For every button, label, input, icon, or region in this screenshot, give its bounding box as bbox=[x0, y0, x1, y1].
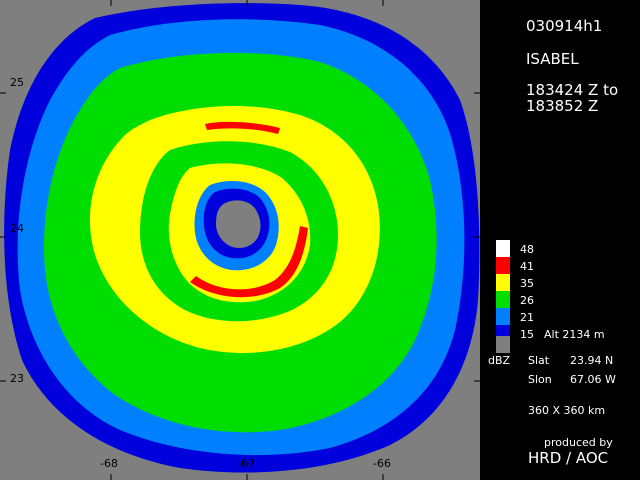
lat-tick-23: 23 bbox=[10, 372, 24, 385]
producer: HRD / AOC bbox=[528, 449, 609, 467]
flight-id: 030914h1 bbox=[526, 17, 603, 35]
eye bbox=[216, 200, 261, 248]
domain-size: 360 X 360 km bbox=[528, 404, 606, 417]
legend-swatch-35 bbox=[496, 274, 510, 291]
info-panel: 030914h1 ISABEL 183424 Z to 183852 Z 48 … bbox=[480, 0, 640, 480]
storm-name: ISABEL bbox=[526, 50, 579, 68]
lon-tick-67: -67 bbox=[237, 457, 255, 470]
lon-tick-66: -66 bbox=[373, 457, 391, 470]
slat-label: Slat bbox=[528, 354, 550, 367]
legend-label-48: 48 bbox=[520, 243, 534, 256]
slon-label: Slon bbox=[528, 373, 552, 386]
legend-swatch-26 bbox=[496, 291, 510, 308]
unit-label: dBZ bbox=[488, 354, 511, 367]
lat-tick-25: 25 bbox=[10, 76, 24, 89]
radar-map: 25 24 23 -68 -67 -66 bbox=[0, 0, 480, 480]
slat-value: 23.94 N bbox=[570, 354, 614, 367]
echo-41dbz-eyewall bbox=[190, 226, 308, 298]
legend-swatch-background bbox=[496, 336, 510, 353]
produced-by-label: produced by bbox=[544, 436, 613, 449]
reflectivity-plot bbox=[0, 0, 480, 480]
slon-value: 67.06 W bbox=[570, 373, 616, 386]
lon-tick-68: -68 bbox=[100, 457, 118, 470]
legend-swatch-48 bbox=[496, 240, 510, 257]
time-end: 183852 Z bbox=[526, 97, 599, 115]
time-start: 183424 Z to bbox=[526, 81, 619, 99]
legend-swatch-21 bbox=[496, 308, 510, 325]
legend-label-26: 26 bbox=[520, 294, 534, 307]
legend-swatch-41 bbox=[496, 257, 510, 274]
lat-tick-24: 24 bbox=[10, 222, 24, 235]
legend-label-41: 41 bbox=[520, 260, 534, 273]
altitude: Alt 2134 m bbox=[544, 328, 605, 341]
axis-ticks bbox=[0, 0, 480, 480]
legend-label-35: 35 bbox=[520, 277, 534, 290]
echo-41dbz-band bbox=[205, 121, 280, 134]
legend-label-15: 15 bbox=[520, 328, 534, 341]
legend-label-21: 21 bbox=[520, 311, 534, 324]
